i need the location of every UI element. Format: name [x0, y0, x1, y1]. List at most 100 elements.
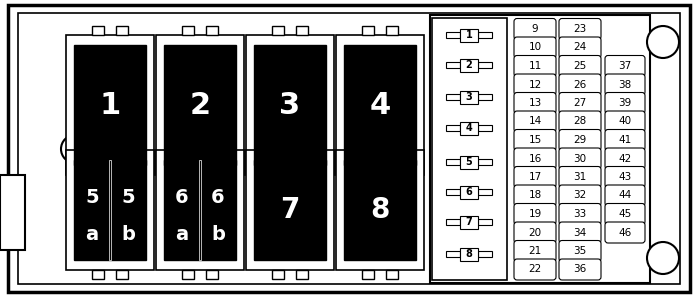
FancyBboxPatch shape: [605, 56, 645, 77]
Bar: [206, 175, 218, 184]
Bar: [478, 251, 492, 257]
Bar: [446, 94, 460, 100]
Text: 4: 4: [466, 123, 472, 133]
Bar: [478, 219, 492, 225]
Bar: [460, 59, 478, 71]
Text: 32: 32: [573, 190, 587, 201]
FancyBboxPatch shape: [605, 74, 645, 95]
Text: 6: 6: [466, 187, 472, 197]
FancyBboxPatch shape: [514, 259, 556, 280]
Bar: [164, 160, 236, 260]
FancyBboxPatch shape: [605, 111, 645, 132]
Text: 46: 46: [618, 228, 631, 237]
FancyBboxPatch shape: [514, 167, 556, 187]
Text: 22: 22: [528, 265, 542, 274]
Circle shape: [647, 26, 679, 58]
FancyBboxPatch shape: [559, 204, 601, 225]
FancyBboxPatch shape: [605, 185, 645, 206]
Bar: [446, 189, 460, 195]
Text: 24: 24: [573, 42, 587, 53]
Bar: [116, 175, 128, 184]
Bar: [430, 15, 650, 283]
FancyBboxPatch shape: [605, 222, 645, 243]
FancyBboxPatch shape: [514, 222, 556, 243]
Bar: [336, 150, 424, 270]
Bar: [92, 26, 104, 35]
FancyBboxPatch shape: [559, 74, 601, 95]
Bar: [478, 189, 492, 195]
FancyBboxPatch shape: [559, 129, 601, 150]
Bar: [460, 155, 478, 169]
Bar: [362, 270, 374, 279]
Bar: [446, 159, 460, 165]
Bar: [92, 270, 104, 279]
Bar: [296, 26, 308, 35]
Text: 40: 40: [618, 117, 631, 126]
Bar: [206, 141, 218, 150]
Bar: [246, 150, 334, 270]
Text: 5: 5: [85, 188, 99, 207]
FancyBboxPatch shape: [559, 259, 601, 280]
FancyBboxPatch shape: [605, 204, 645, 225]
Bar: [272, 141, 284, 150]
Text: a: a: [85, 225, 99, 245]
Bar: [109, 160, 111, 260]
Text: 20: 20: [528, 228, 542, 237]
Text: 21: 21: [528, 246, 542, 256]
Text: 36: 36: [573, 265, 587, 274]
Text: 17: 17: [528, 172, 542, 182]
FancyBboxPatch shape: [559, 37, 601, 58]
Text: 27: 27: [573, 98, 587, 108]
Bar: [446, 32, 460, 38]
FancyBboxPatch shape: [559, 222, 601, 243]
Bar: [478, 125, 492, 131]
FancyBboxPatch shape: [559, 111, 601, 132]
Bar: [156, 150, 244, 270]
Bar: [254, 160, 326, 260]
FancyBboxPatch shape: [605, 129, 645, 150]
Text: 45: 45: [618, 209, 631, 219]
FancyBboxPatch shape: [559, 240, 601, 262]
Bar: [74, 160, 146, 260]
Text: 34: 34: [573, 228, 587, 237]
Bar: [92, 175, 104, 184]
Bar: [446, 125, 460, 131]
Bar: [296, 175, 308, 184]
Bar: [386, 26, 398, 35]
Text: b: b: [211, 225, 225, 245]
Text: 6: 6: [175, 188, 189, 207]
Text: 1: 1: [99, 91, 120, 120]
Bar: [478, 94, 492, 100]
Bar: [446, 251, 460, 257]
FancyBboxPatch shape: [514, 56, 556, 77]
Bar: [74, 45, 146, 165]
FancyBboxPatch shape: [514, 37, 556, 58]
Bar: [478, 159, 492, 165]
Bar: [254, 45, 326, 165]
Text: 15: 15: [528, 135, 542, 145]
Text: 7: 7: [466, 217, 472, 227]
Bar: [246, 35, 334, 175]
Bar: [199, 160, 201, 260]
Text: 35: 35: [573, 246, 587, 256]
Bar: [0, 175, 25, 250]
Bar: [182, 141, 194, 150]
FancyBboxPatch shape: [605, 148, 645, 169]
Bar: [432, 18, 507, 280]
Text: 3: 3: [466, 92, 472, 102]
Text: 28: 28: [573, 117, 587, 126]
Bar: [206, 26, 218, 35]
Bar: [446, 62, 460, 68]
Bar: [272, 26, 284, 35]
Text: 8: 8: [466, 249, 472, 259]
Text: 6: 6: [211, 188, 225, 207]
Text: 23: 23: [573, 24, 587, 34]
Bar: [478, 62, 492, 68]
Text: 9: 9: [532, 24, 538, 34]
Bar: [362, 175, 374, 184]
Text: 1: 1: [466, 30, 472, 40]
Bar: [386, 270, 398, 279]
Bar: [206, 270, 218, 279]
Bar: [182, 270, 194, 279]
Bar: [66, 35, 154, 175]
